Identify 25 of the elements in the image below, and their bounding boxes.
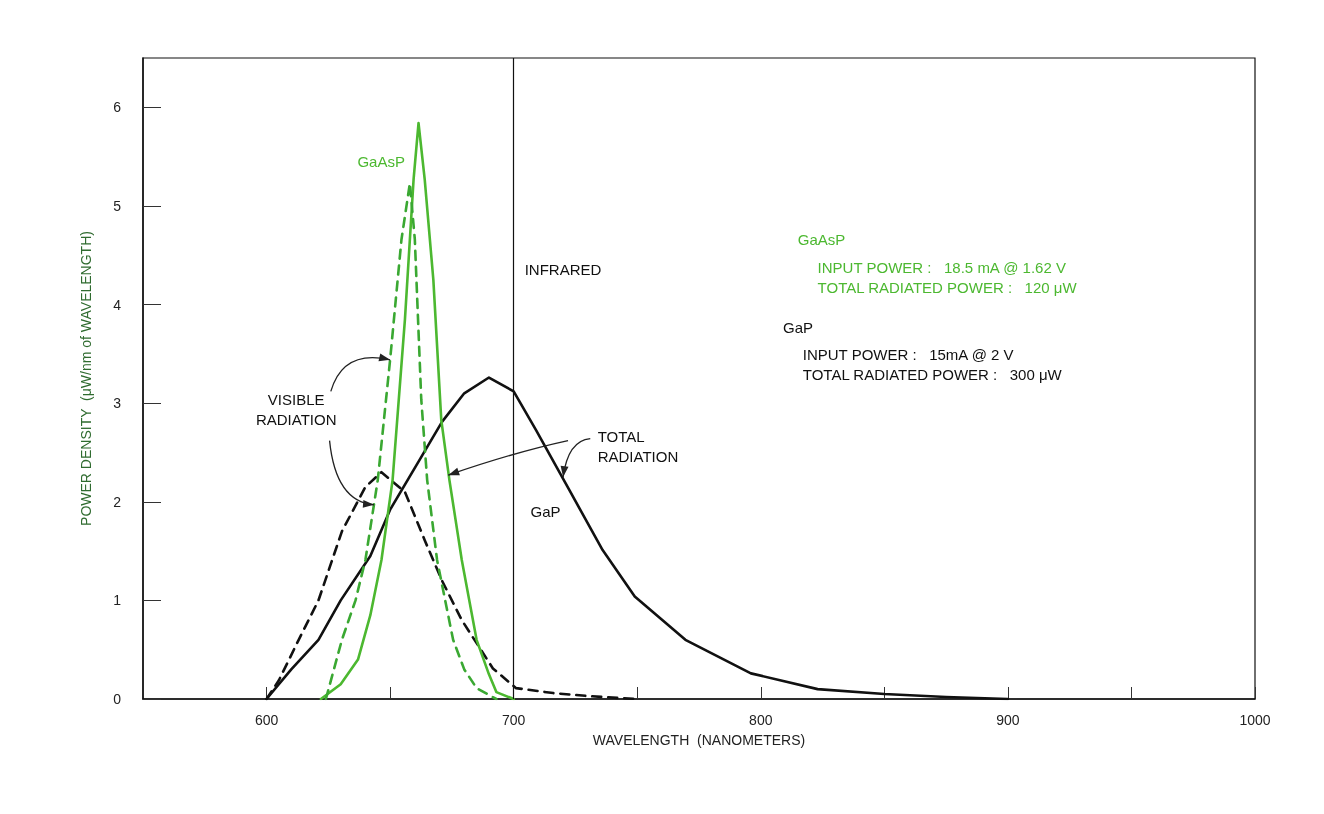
annotation: INPUT POWER : 15mA @ 2 V bbox=[802, 346, 1014, 364]
annotation: TOTAL RADIATED POWER : 300 μW bbox=[802, 366, 1063, 384]
annotation: GaAsP bbox=[797, 230, 846, 248]
annotation: TOTAL RADIATION bbox=[597, 428, 679, 466]
annotation: INPUT POWER : 18.5 mA @ 1.62 V bbox=[817, 258, 1066, 276]
x-tick-label: 900 bbox=[996, 712, 1020, 728]
x-tick-label: 1000 bbox=[1239, 712, 1271, 728]
y-tick-label: 5 bbox=[113, 197, 122, 214]
annotation: TOTAL RADIATED POWER : 120 μW bbox=[817, 279, 1078, 297]
y-tick-label: 1 bbox=[113, 592, 122, 609]
y-tick-label: 4 bbox=[113, 296, 122, 313]
x-tick-label: 600 bbox=[254, 712, 279, 728]
y-tick-label: 0 bbox=[113, 691, 122, 707]
y-tick-label: 6 bbox=[113, 99, 122, 116]
x-tick-label: 700 bbox=[501, 712, 526, 728]
y-tick-label: 3 bbox=[113, 395, 122, 412]
ref-line-label: INFRARED bbox=[524, 261, 602, 279]
x-tick-label: 800 bbox=[749, 712, 773, 728]
annotation: GaAsP bbox=[357, 153, 405, 171]
annotation: GaP bbox=[530, 503, 561, 521]
annotation: VISIBLE RADIATION bbox=[255, 390, 337, 428]
annotation: GaP bbox=[783, 318, 814, 336]
y-tick-label: 2 bbox=[113, 493, 122, 510]
x-axis-title: WAVELENGTH (NANOMETERS) bbox=[592, 732, 806, 748]
y-axis-title: POWER DENSITY (μW/nm of WAVELENGTH) bbox=[78, 231, 94, 526]
